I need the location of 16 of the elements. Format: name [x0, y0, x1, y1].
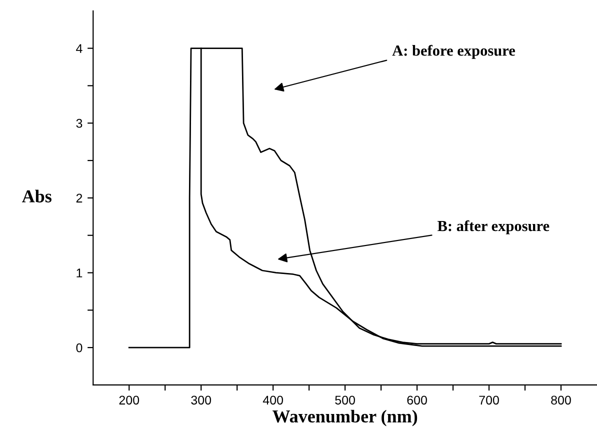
- x-tick-label: 800: [551, 396, 571, 405]
- y-axis-title: Abs: [22, 190, 52, 202]
- x-tick-label: 600: [407, 396, 427, 405]
- x-tick-label: 300: [191, 396, 212, 405]
- annotation: B: after exposure: [438, 220, 550, 234]
- x-tick-label: 200: [119, 396, 140, 405]
- annotation: A: before exposure: [392, 44, 516, 59]
- x-tick-label: 400: [262, 396, 284, 405]
- y-tick-label: 3: [76, 118, 82, 128]
- y-tick-label: 0: [76, 343, 82, 352]
- y-tick-label: 1: [76, 268, 82, 278]
- y-tick-label: 2: [76, 194, 82, 202]
- y-tick-label: 4: [76, 44, 82, 53]
- x-axis-title: Wavenumber (nm): [272, 410, 418, 426]
- x-tick-label: 700: [479, 396, 499, 405]
- x-tick-label: 500: [335, 396, 356, 405]
